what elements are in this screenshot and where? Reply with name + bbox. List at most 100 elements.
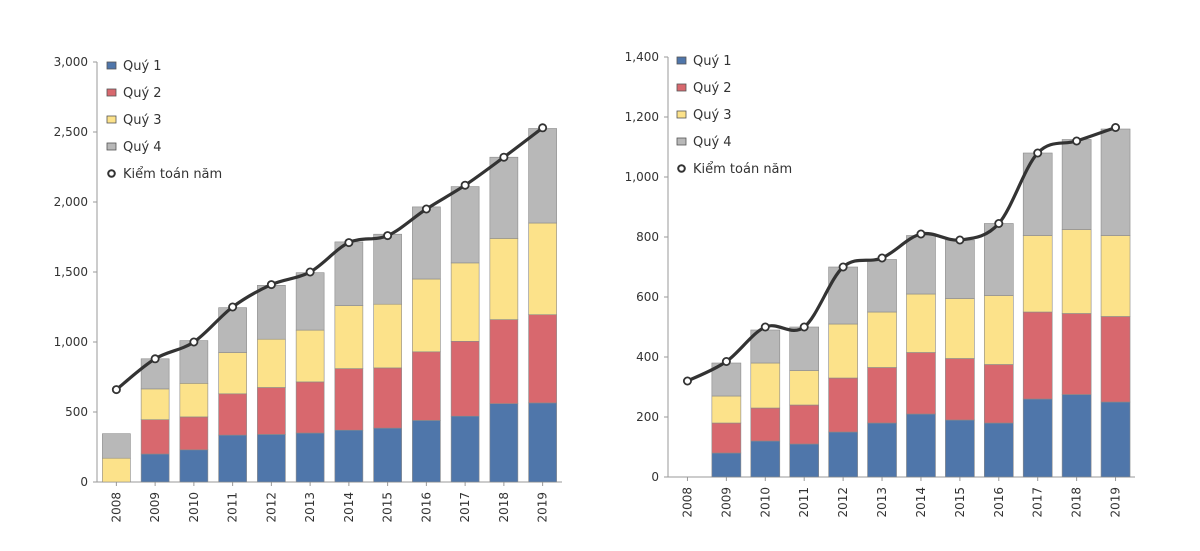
chart-1-bar-q1-2013 [295,432,325,483]
chart-1-x-tick-label: 2014 [342,492,356,523]
chart-2-bar-q1-2012 [828,431,858,478]
chart-1-bar-q3-2018 [489,238,519,320]
chart-2-bar-q4-2016 [983,223,1014,296]
chart-2-x-tick-label: 2010 [758,487,772,518]
chart-1-bar-q1-2012 [257,434,286,483]
chart-2-bar-q2-2010 [750,407,781,442]
chart-2-audit-point-2011 [799,322,809,332]
chart-2-y-tick-label: 1,000 [625,170,659,184]
chart-1-audit-point-2019 [538,123,548,133]
chart-2-legend-swatch-q1 [676,56,687,65]
chart-1-bar-q4-2015 [373,233,402,305]
chart-2-legend-item: Quý 2 [676,81,732,96]
chart-2-bar-q4-2015 [945,239,975,299]
chart-2-bar-q4-2019 [1100,128,1131,236]
chart-1-legend: Quý 1 Quý 2 Quý 3 Quý 4 Kiểm toán năm [106,59,222,182]
chart-1-legend-swatch-line [107,169,116,178]
chart-2-bar-q2-2014 [906,352,936,415]
chart-2-legend-label: Kiểm toán năm [693,162,792,177]
chart-2-legend-label: Quý 2 [693,81,732,96]
chart-1-bar-q1-2011 [218,434,247,483]
chart-2-audit-line [682,123,1121,386]
chart-1-x-tick-label: 2011 [226,492,240,523]
chart-1-bar-q3-2012 [257,338,286,388]
chart-2-x-tick-label: 2019 [1109,487,1123,518]
chart-2-audit-point-2008 [682,376,692,386]
chart-1-bar-q3-2015 [373,303,402,369]
chart-right: 0 200 400 600 800 1,000 1,200 1,400 2008 2009 2010… [625,50,1135,518]
chart-2-audit-point-2014 [916,229,926,239]
chart-1-legend-swatch-q1 [106,61,117,70]
chart-1-legend-label: Quý 4 [123,140,162,155]
chart-1-axes: 0 500 1,000 1,500 2,000 2,500 3,000 2008 2009 201… [54,55,562,523]
chart-1-legend-swatch-q2 [106,88,117,97]
chart-1-x-tick-label: 2009 [148,492,162,523]
chart-1-x-tick-label: 2008 [109,492,123,523]
chart-1-bar-q2-2018 [489,319,519,404]
chart-1-y-tick-label: 0 [80,475,88,489]
chart-2-bar-q2-2013 [867,367,897,424]
chart-2-legend-item: Kiểm toán năm [677,162,792,177]
chart-1-bar-q3-2011 [218,352,247,395]
chart-2-bar-q2-2016 [983,364,1014,424]
chart-2-x-tick-label: 2017 [1031,487,1045,518]
chart-1-bar-q2-2015 [373,367,402,429]
chart-1-legend-label: Quý 3 [123,113,162,128]
chart-1-legend-swatch-q4 [106,142,117,151]
chart-1-y-tick-label: 2,000 [54,195,88,209]
chart-2-bar-q3-2013 [867,311,897,368]
chart-2-audit-point-2019 [1111,123,1121,133]
chart-2-bar-q4-2014 [906,235,936,295]
chart-2-x-tick-label: 2009 [719,487,733,518]
chart-2-bar-q4-2012 [828,266,858,325]
chart-1-bar-q1-2010 [179,449,209,483]
chart-2-x-tick-label: 2008 [680,487,694,518]
chart-1-audit-point-2017 [460,180,470,190]
chart-1-audit-point-2011 [228,302,238,312]
chart-2-legend-item: Quý 4 [676,135,732,150]
chart-1-bar-q3-2008 [102,457,131,483]
chart-2-bar-q2-2011 [789,404,820,445]
chart-2-y-tick-label: 400 [636,350,659,364]
chart-2-bar-q1-2013 [867,422,897,478]
chart-1-bars [102,128,557,483]
chart-1-legend-item: Kiểm toán năm [107,167,222,182]
chart-2-bar-q2-2015 [945,358,975,421]
chart-1-bar-q4-2019 [528,128,557,224]
chart-1-audit-point-2016 [421,204,431,214]
chart-2-bar-q2-2019 [1100,316,1131,403]
chart-2-bar-q2-2009 [711,422,742,454]
chart-2-axes: 0 200 400 600 800 1,000 1,200 1,400 2008 2009 2010… [625,50,1135,518]
chart-left: 0 500 1,000 1,500 2,000 2,500 3,000 2008 2009 201… [54,55,562,523]
chart-2-bars [711,128,1131,478]
chart-2-y-tick-label: 1,400 [625,50,659,64]
chart-1-y-tick-label: 1,000 [54,335,88,349]
chart-1-bar-q4-2014 [334,241,364,306]
chart-2-y-tick-label: 1,200 [625,110,659,124]
chart-2-x-tick-label: 2012 [836,487,850,518]
chart-2-bar-q1-2017 [1022,398,1053,478]
chart-1-legend-item: Quý 4 [106,140,162,155]
chart-1-audit-point-2014 [344,238,354,248]
chart-1-bar-q1-2015 [373,427,402,483]
chart-2-x-tick-label: 2018 [1070,487,1084,518]
chart-1-y-tick-label: 500 [65,405,88,419]
chart-1-audit-point-2018 [499,152,509,162]
chart-2-legend-label: Quý 3 [693,108,732,123]
chart-2-legend-swatch-q3 [676,110,687,119]
chart-1-y-tick-label: 1,500 [54,265,88,279]
chart-1-bar-q2-2016 [412,351,441,421]
chart-1-bar-q2-2019 [528,314,557,404]
chart-2-bar-q4-2011 [789,326,820,371]
chart-1-bar-q4-2016 [412,206,441,280]
chart-2-bar-q2-2012 [828,377,858,433]
chart-1-audit-point-2013 [305,267,315,277]
chart-1-x-tick-label: 2010 [187,492,201,523]
chart-2-legend-label: Quý 1 [693,54,732,69]
chart-2-bar-q4-2013 [867,259,897,313]
chart-1-x-tick-label: 2017 [458,492,472,523]
chart-2-audit-point-2013 [877,253,887,263]
chart-1-bar-q1-2014 [334,429,364,483]
chart-2-x-tick-label: 2014 [914,487,928,518]
chart-1-bar-q4-2009 [140,358,170,390]
